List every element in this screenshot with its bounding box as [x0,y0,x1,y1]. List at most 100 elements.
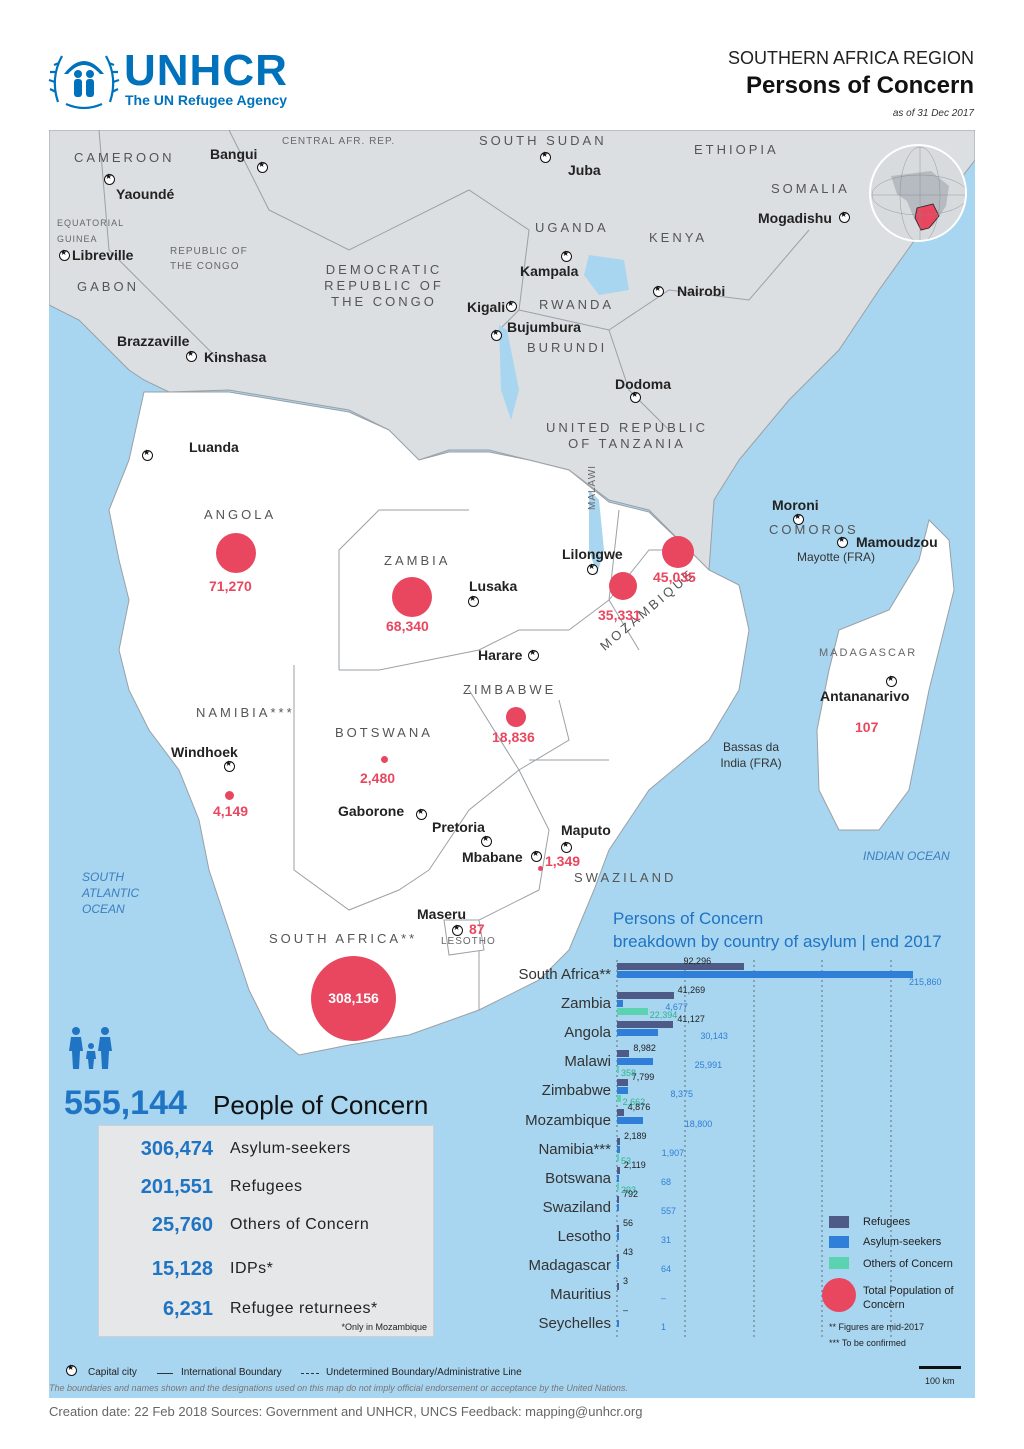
legend-note-confirm: *** To be confirmed [829,1338,906,1348]
label-republic-of-congo: REPUBLIC OF THE CONGO [170,246,248,272]
value-namibia: 4,149 [213,803,249,819]
chart-data-label: 92,296 [683,956,712,966]
chart-data-label: 358 [621,1068,637,1079]
total-people-of-concern: 555,144 [64,1084,187,1122]
lake-victoria [584,255,629,295]
chart-bar [617,1050,630,1058]
label-gabon: GABON [77,279,139,294]
city-harare: Harare [478,647,523,663]
chart-bar [617,1232,619,1240]
label-lesotho: LESOTHO [441,936,496,947]
chart-bar [617,1137,620,1145]
legend-swatch-total [822,1278,856,1312]
label-burundi: BURUNDI [527,340,608,355]
chart-bar [617,1058,653,1066]
chart-bar [617,1145,620,1153]
value-angola: 71,270 [209,578,252,594]
scale-bar [919,1366,961,1369]
capital-star-icon [561,249,572,262]
legend-undetermined: Undetermined Boundary/Administrative Lin… [326,1367,522,1378]
city-mamoudzou: Mamoudzou [856,534,938,550]
total-label: People of Concern [213,1090,429,1120]
legend-note-mid2017: ** Figures are mid-2017 [829,1322,925,1332]
capital-star-icon [142,448,153,461]
logo-subtitle: The UN Refugee Agency [125,92,288,108]
summary-note: *Only in Mozambique [341,1322,427,1332]
chart-bar [617,963,744,970]
chart-bar [617,1153,619,1161]
map-base-shapes [49,130,975,1056]
as-of-date: as of 31 Dec 2017 [892,108,974,119]
value-botswana: 2,480 [360,770,396,786]
bubble-botswana [381,756,388,763]
city-windhoek: Windhoek [171,744,238,760]
value-madagascar: 107 [855,719,879,735]
city-libreville: Libreville [72,247,134,263]
chart-data-label: 792 [623,1188,639,1199]
chart-data-label: 56 [623,1217,634,1228]
chart-category-label: Angola [564,1024,611,1042]
legend-intl-line [157,1373,173,1374]
capital-star-icon [587,562,598,575]
logo-wordmark: UNHCR [124,46,288,95]
label-drc: DEMOCRATIC REPUBLIC OF THE CONGO [324,262,444,309]
capital-star-icon [540,150,551,163]
legend-total: Total Population of Concern [863,1285,954,1311]
capital-star-icon [630,390,641,403]
label-indian-ocean: INDIAN OCEAN [863,849,950,863]
land-madagascar [816,519,955,831]
label-south-sudan: SOUTH SUDAN [479,133,607,148]
city-bangui: Bangui [210,146,258,162]
label-zambia: ZAMBIA [384,553,451,568]
chart-data-label: 1,907 [661,1147,685,1158]
label-bassas-da-india: Bassas da India (FRA) [720,740,782,770]
label-south-africa: SOUTH AFRICA** [269,931,418,946]
capital-star-icon [66,1363,77,1376]
chart-bar [617,1087,629,1095]
chart-category-label: Malawi [564,1053,611,1071]
chart-bar [617,1224,619,1232]
chart-data-label: 8,375 [670,1089,693,1100]
summary-box: 306,474 Asylum-seekers 201,551 Refugees … [98,1125,434,1337]
chart-data-label: 2,662 [622,1097,646,1108]
chart-data-label: 4,677 [665,1002,688,1013]
legend-swatch-others [829,1257,849,1269]
chart-category-label: Zambia [560,995,611,1013]
bubble-south-africa [311,956,396,1041]
unhcr-emblem-icon [48,55,120,110]
capital-star-icon [104,172,115,185]
label-madagascar: MADAGASCAR [819,647,918,659]
summary-idps-num: 15,128 [151,1258,213,1280]
chart-bar [617,1174,619,1182]
capital-star-icon [416,807,427,820]
capital-star-icon [837,535,848,548]
chart-category-label: Namibia*** [538,1140,611,1158]
city-mogadishu: Mogadishu [758,210,832,226]
globe-inset [869,144,967,242]
chart-data-label: 22,394 [649,1010,678,1021]
city-maputo: Maputo [561,822,611,838]
family-icon [69,1027,112,1069]
label-central-afr-rep: CENTRAL AFR. REP. [282,136,396,147]
chart-data-label: 2,189 [624,1130,647,1141]
label-comoros: COMOROS [769,522,859,537]
scale-label: 100 km [925,1376,955,1386]
chart-data-label: 557 [661,1205,677,1216]
capital-star-icon [839,210,850,223]
chart-category-label: Zimbabwe [541,1082,611,1100]
chart-bar [617,1095,621,1103]
capital-star-icon [506,299,517,312]
chart-bar [617,1008,648,1016]
value-zimbabwe: 18,836 [492,729,535,745]
capital-star-icon [886,674,897,687]
map-panel[interactable]: CAMEROON CENTRAL AFR. REP. SOUTH SUDAN E… [49,130,975,1398]
unhcr-logo[interactable]: UNHCR The UN Refugee Agency [48,44,308,114]
city-mbabane: Mbabane [462,849,523,865]
chart-category-label: Lesotho [557,1227,611,1245]
chart-data-label: 25,991 [694,1060,723,1071]
chart-data-label: 41,269 [677,985,706,996]
legend-intl-boundary: International Boundary [181,1367,282,1378]
chart-bar [617,1116,643,1124]
label-cameroon: CAMEROON [74,150,175,165]
label-south-atlantic-ocean: SOUTH ATLANTIC OCEAN [82,870,140,916]
